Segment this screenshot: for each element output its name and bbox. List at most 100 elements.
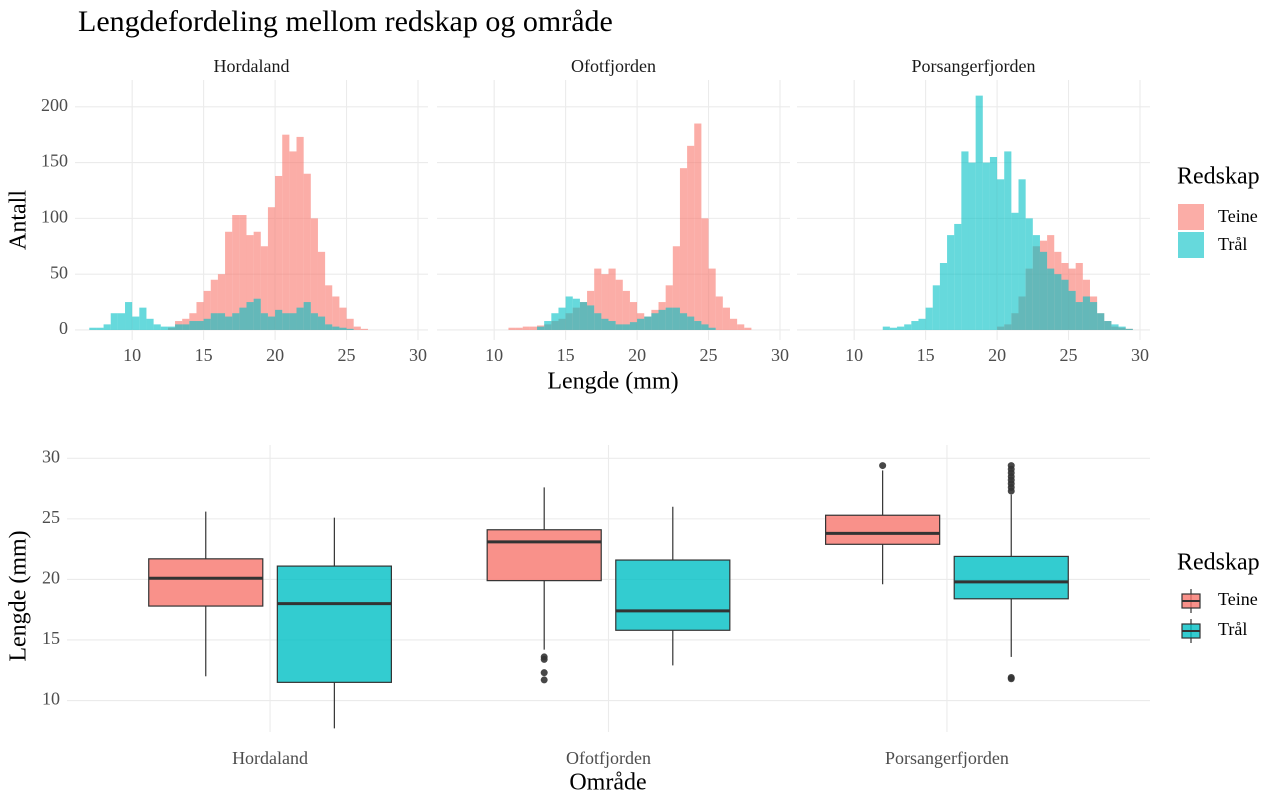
histogram-bar [289, 313, 297, 330]
box [276, 565, 392, 683]
histogram-bar [96, 327, 104, 330]
histogram-bar [601, 274, 609, 330]
histogram-bar [722, 307, 730, 330]
outlier [540, 676, 548, 684]
histogram-bar [537, 326, 545, 330]
histogram-bar [303, 173, 311, 330]
histogram-bar [1054, 274, 1062, 330]
histogram-bar [1089, 302, 1098, 330]
histogram-bar [282, 313, 290, 330]
histogram-bar [246, 302, 254, 330]
y-axis-title: Lengde (mm) [6, 530, 32, 661]
box [953, 555, 1069, 600]
x-axis-title: Lengde (mm) [547, 369, 678, 395]
histogram-bar [889, 327, 898, 330]
histogram-bar [239, 215, 247, 330]
x-tick-label: 30 [1131, 345, 1149, 365]
histogram-bar [572, 298, 580, 330]
histogram-bar [160, 326, 168, 330]
histogram-bar [629, 322, 638, 330]
outlier [540, 669, 548, 677]
histogram-bar [594, 313, 602, 330]
histogram-bar [997, 179, 1005, 330]
histogram-bar [615, 324, 623, 330]
histogram-bar [1097, 313, 1105, 330]
histogram-bar [225, 231, 233, 330]
histogram-bar [232, 215, 240, 330]
histogram-bar [217, 274, 226, 330]
x-tick-label: 30 [409, 345, 427, 365]
histogram-bar [947, 235, 955, 330]
histogram-bar [1082, 296, 1090, 330]
histogram-bar [310, 313, 318, 330]
legend-title: Redskap [1177, 550, 1260, 576]
histogram-bar [601, 318, 609, 330]
histogram-bar [267, 316, 276, 330]
histogram-bar [1032, 235, 1040, 330]
x-tick-label: 20 [628, 345, 646, 365]
x-tick-label: Porsangerfjorden [885, 748, 1009, 768]
histogram-bar [332, 296, 340, 330]
y-tick-label: 0 [59, 318, 68, 338]
histogram-bar [701, 324, 709, 330]
histogram-bar [117, 313, 126, 330]
histogram-bar [196, 321, 204, 330]
histogram-bar [715, 296, 723, 330]
histogram-bar [687, 145, 695, 330]
histogram-bar [558, 307, 566, 330]
histogram-bar [289, 151, 297, 330]
histogram-bar [260, 313, 268, 330]
histogram-bar [275, 175, 283, 330]
histogram-bar [918, 318, 926, 330]
histogram-bar [1039, 251, 1048, 330]
histogram-bar [608, 268, 616, 330]
histogram-bar [975, 95, 983, 330]
histogram-bar [317, 316, 326, 330]
histogram-bar [203, 290, 211, 330]
outlier [1007, 462, 1015, 470]
x-tick-label: 15 [557, 345, 575, 365]
histogram-bar [1111, 324, 1119, 330]
histogram-bar [89, 327, 97, 330]
histogram-bar [182, 324, 190, 330]
histogram-bar [989, 156, 998, 330]
histogram-bar [658, 309, 666, 330]
histogram-bar [737, 324, 745, 330]
histogram-bar [637, 318, 645, 330]
strip-label: Hordaland [214, 56, 290, 76]
histogram-bar [210, 313, 218, 330]
y-tick-label: 200 [41, 95, 68, 115]
histogram-bar [508, 327, 516, 330]
histogram-bar [954, 223, 962, 330]
histogram-bar [325, 285, 333, 330]
histogram-bar [701, 218, 709, 330]
histogram-bar [246, 235, 254, 330]
histogram-bar [672, 307, 680, 330]
histogram-bar [132, 316, 140, 330]
histogram-bar [594, 268, 602, 330]
histogram-bar [139, 307, 147, 330]
histogram-bar [644, 316, 652, 330]
outlier [1007, 675, 1015, 683]
x-tick-label: Hordaland [232, 748, 308, 768]
y-tick-label: 20 [42, 568, 60, 588]
box [486, 529, 602, 582]
histogram-bar [346, 328, 354, 330]
histogram-bar [672, 246, 680, 330]
histogram-bar [267, 207, 276, 330]
legend-label: Teine [1218, 206, 1258, 226]
histogram-bar [939, 263, 948, 330]
histogram-bar [175, 324, 183, 330]
histogram-bar [167, 326, 176, 330]
x-tick-label: 30 [771, 345, 789, 365]
y-tick-label: 150 [41, 151, 68, 171]
box [148, 558, 264, 607]
histogram-bar [296, 307, 304, 330]
histogram-bar [615, 279, 623, 330]
y-tick-label: 50 [50, 262, 68, 282]
histogram-bar [1018, 179, 1026, 330]
histogram-bar [1025, 218, 1033, 330]
y-tick-label: 10 [42, 689, 60, 709]
x-tick-label: 25 [700, 345, 718, 365]
